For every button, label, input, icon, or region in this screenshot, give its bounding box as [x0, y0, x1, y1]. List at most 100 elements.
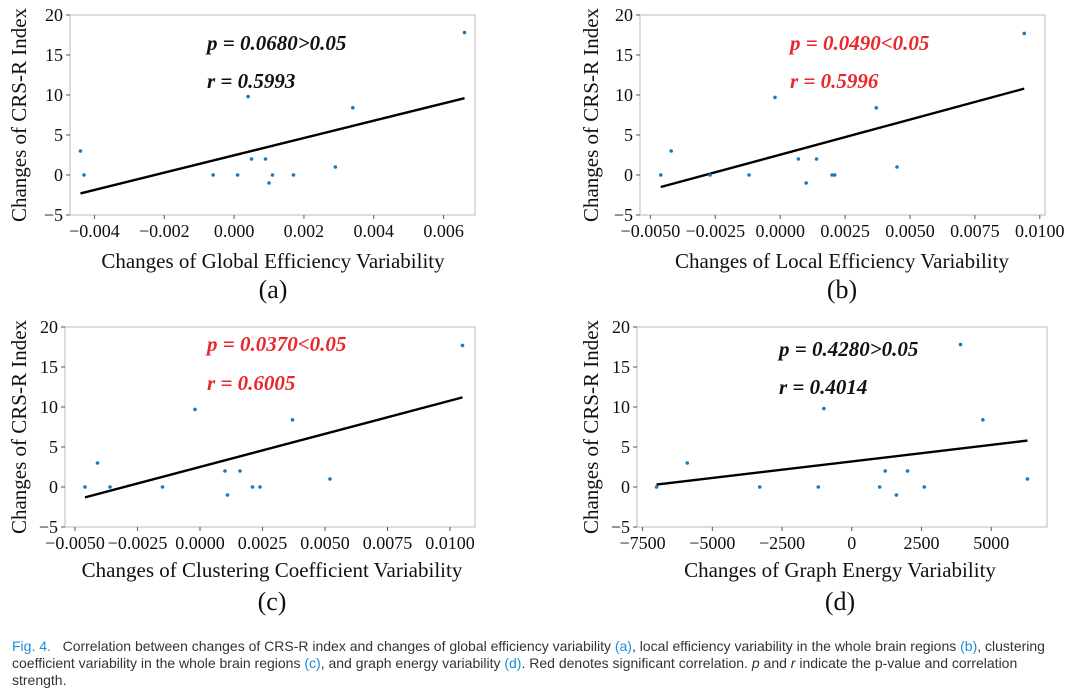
x-axis-label: Changes of Local Efficiency Variability — [675, 249, 1009, 273]
data-point — [263, 157, 268, 161]
y-axis-label: Changes of CRS-R Index — [7, 7, 31, 222]
y-tick-label: 20 — [612, 317, 630, 337]
x-tick-label: 0.0025 — [238, 533, 288, 553]
y-tick-label: −5 — [44, 205, 63, 225]
data-point — [270, 173, 275, 177]
data-point — [462, 30, 467, 35]
x-tick-label: −2500 — [759, 533, 805, 553]
data-point — [258, 485, 262, 489]
y-tick-label: 0 — [621, 477, 630, 497]
x-tick-label: 5000 — [973, 533, 1009, 553]
data-point — [83, 485, 87, 489]
caption-ref-b[interactable]: (b) — [960, 638, 978, 654]
data-point — [267, 181, 271, 185]
y-axis-label: Changes of CRS-R Index — [579, 319, 603, 534]
x-tick-label: 0.0000 — [755, 221, 805, 241]
y-axis-label: Changes of CRS-R Index — [7, 319, 31, 534]
data-point — [249, 157, 254, 161]
panel-label: (d) — [825, 587, 855, 616]
y-tick-label: 0 — [49, 477, 58, 497]
y-tick-label: 10 — [45, 85, 63, 105]
data-point — [1022, 31, 1027, 36]
y-tick-label: 15 — [45, 45, 63, 65]
y-tick-label: 20 — [615, 5, 633, 25]
caption-p-symbol: p — [751, 655, 760, 671]
regression-line — [656, 439, 1028, 486]
data-point — [773, 95, 777, 100]
x-tick-label: 0.0100 — [1015, 221, 1065, 241]
data-point — [246, 94, 250, 99]
caption-text-6: and — [759, 655, 791, 671]
y-tick-label: 15 — [612, 357, 630, 377]
caption-ref-d[interactable]: (d) — [504, 655, 522, 671]
chart-global-efficiency: −5 0 5 10 15 20 −0.004 −0.002 0.000 0.002 0.004 0.0… — [7, 5, 476, 304]
data-point — [816, 485, 821, 489]
data-point — [225, 493, 230, 497]
data-point — [223, 469, 227, 473]
data-point — [708, 173, 712, 177]
data-point — [1025, 477, 1030, 481]
x-tick-label: 0.0025 — [820, 221, 870, 241]
data-point — [669, 149, 673, 153]
y-tick-label: 5 — [621, 437, 630, 457]
y-tick-label: 5 — [624, 125, 633, 145]
data-point — [905, 469, 910, 473]
caption-ref-a[interactable]: (a) — [614, 638, 632, 654]
data-point — [796, 157, 801, 161]
caption-text-5: . Red denotes significant correlation. — [521, 655, 752, 671]
data-point — [235, 173, 240, 177]
y-tick-label: 10 — [615, 85, 633, 105]
figure-4: −5 0 5 10 15 20 −0.004 −0.002 0.000 0.002 0.004 0.0… — [7, 5, 1065, 616]
caption-text-7: indicate the p-value and correlation str… — [12, 655, 1018, 688]
x-axis-label: Changes of Global Efficiency Variability — [101, 249, 445, 273]
data-point — [95, 461, 100, 465]
chart-graph-energy: −5 0 5 10 15 20 −7500 −5000 −2500 0 2500 5000 p = 0.… — [579, 317, 1048, 616]
plot-frame — [639, 14, 1046, 216]
panel-label: (a) — [259, 275, 288, 304]
x-tick-label: −5000 — [689, 533, 735, 553]
y-tick-label: 5 — [54, 125, 63, 145]
caption-ref-c[interactable]: (c) — [304, 655, 321, 671]
data-point — [328, 477, 332, 481]
data-point — [238, 469, 242, 473]
data-point — [333, 165, 338, 169]
data-point — [822, 406, 826, 411]
r-value-annotation: r = 0.6005 — [207, 371, 295, 395]
caption-r-symbol: r — [790, 655, 796, 671]
x-tick-label: −0.0025 — [685, 221, 745, 241]
data-point — [894, 493, 899, 497]
data-point — [82, 173, 86, 177]
data-point — [958, 342, 963, 347]
x-tick-label: −7500 — [620, 533, 666, 553]
y-tick-label: 5 — [49, 437, 58, 457]
y-tick-label: −5 — [611, 517, 630, 537]
data-point — [685, 461, 690, 465]
x-axis-label: Changes of Clustering Coefficient Variab… — [82, 558, 463, 582]
data-point — [160, 485, 165, 489]
p-value-annotation: p = 0.0490<0.05 — [788, 31, 929, 55]
x-tick-label: 0.0000 — [175, 533, 225, 553]
x-tick-label: −0.004 — [69, 221, 120, 241]
data-point — [351, 106, 355, 110]
x-tick-label: 0.0100 — [425, 533, 475, 553]
r-value-annotation: r = 0.4014 — [779, 375, 867, 399]
x-axis-label: Changes of Graph Energy Variability — [684, 558, 996, 582]
data-point — [658, 173, 663, 177]
data-point — [981, 418, 985, 422]
y-tick-label: 15 — [40, 357, 58, 377]
y-tick-label: −5 — [39, 517, 58, 537]
p-value-annotation: p = 0.0370<0.05 — [205, 332, 346, 356]
plot-frame — [636, 326, 1048, 528]
plot-frame — [69, 14, 476, 216]
x-tick-label: 0.002 — [284, 221, 325, 241]
data-point — [877, 485, 882, 489]
data-point — [211, 173, 215, 177]
data-point — [830, 173, 834, 177]
caption-text-4: , and graph energy variability — [320, 655, 505, 671]
caption-text-1: Correlation between changes of CRS-R ind… — [62, 638, 615, 654]
data-point — [814, 157, 819, 161]
x-tick-label: −0.0050 — [45, 533, 105, 553]
regression-line — [84, 396, 463, 499]
data-point — [291, 173, 296, 177]
caption-label: Fig. 4. — [12, 638, 51, 654]
